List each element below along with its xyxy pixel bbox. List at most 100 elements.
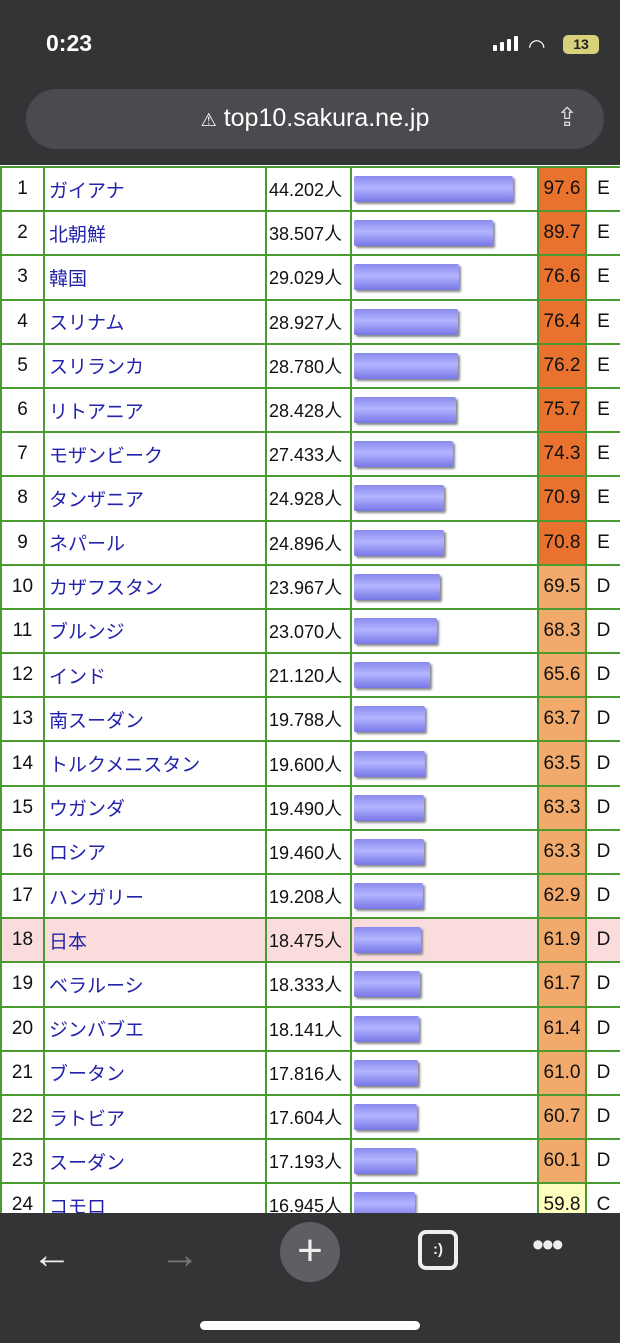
country-link[interactable]: ラトビア [49, 1108, 126, 1130]
grade: D [585, 1093, 620, 1141]
rank: 18 [0, 917, 45, 964]
table-row: 23 スーダン 17.193人 60.1 D [0, 1138, 620, 1185]
rank: 2 [0, 210, 45, 257]
table-row: 20 ジンバブエ 18.141人 61.4 D [0, 1005, 620, 1052]
grade: D [585, 740, 620, 787]
rank: 3 [0, 254, 45, 301]
grade: C [585, 1182, 620, 1213]
rank: 8 [0, 475, 45, 522]
country-link[interactable]: ハンガリー [49, 887, 145, 909]
value-bar [354, 927, 421, 954]
value: 27.433 [269, 445, 325, 466]
value-cell: 18.141人 [265, 1005, 352, 1052]
bar-cell [350, 519, 539, 566]
value-bar [354, 573, 441, 600]
rank: 17 [0, 872, 45, 920]
value-cell: 24.928人 [265, 475, 352, 522]
new-tab-button[interactable]: + [280, 1222, 340, 1282]
table-row: 1 ガイアナ 44.202人 97.6 E [0, 165, 620, 213]
score: 60.7 [537, 1093, 587, 1141]
country-link[interactable]: 韓国 [49, 268, 88, 290]
unit: 人 [324, 1063, 343, 1084]
country-link[interactable]: ウガンダ [49, 799, 126, 821]
bar-cell [350, 872, 539, 920]
table-row: 5 スリランカ 28.780人 76.2 E [0, 342, 620, 389]
country-link[interactable]: ガイアナ [49, 180, 125, 202]
status-bar: 0:23 ◠ 13 [0, 0, 620, 80]
unit: 人 [324, 312, 343, 333]
country-link[interactable]: 南スーダン [49, 710, 145, 732]
country-link[interactable]: コモロ [49, 1196, 107, 1213]
rank: 14 [0, 740, 45, 787]
bar-cell [350, 696, 539, 743]
tabs-button[interactable]: :) [418, 1230, 458, 1270]
grade: D [585, 1049, 620, 1096]
rank: 12 [0, 652, 45, 699]
rank: 13 [0, 696, 45, 743]
country-link[interactable]: ネパール [49, 534, 126, 556]
country-link[interactable]: 北朝鮮 [49, 224, 107, 246]
country-link[interactable]: ジンバブエ [49, 1020, 145, 1042]
grade: E [585, 342, 620, 389]
bar-cell [350, 563, 539, 610]
country-link[interactable]: カザフスタン [49, 578, 164, 600]
value: 28.927 [269, 312, 325, 333]
country-link[interactable]: スリランカ [49, 357, 145, 379]
grade: E [585, 210, 620, 257]
more-icon[interactable]: ••• [532, 1226, 564, 1264]
country-link[interactable]: タンザニア [49, 489, 145, 511]
country-link[interactable]: スリナム [49, 313, 125, 335]
country-link[interactable]: トルクメニスタン [49, 755, 201, 777]
grade: E [585, 475, 620, 522]
battery-icon: 13 [563, 35, 599, 54]
score: 65.6 [537, 652, 587, 699]
bar-cell [350, 254, 539, 301]
country-link[interactable]: ベラルーシ [49, 975, 144, 997]
score: 63.7 [537, 696, 587, 743]
bar-cell [350, 740, 539, 787]
value: 24.928 [269, 489, 325, 510]
value-cell: 23.967人 [265, 563, 352, 610]
value-bar [354, 1015, 420, 1042]
share-icon[interactable]: ⇪ [556, 102, 578, 132]
value: 29.029 [269, 268, 325, 289]
rank: 20 [0, 1005, 45, 1052]
country-link[interactable]: インド [49, 666, 107, 688]
value-bar [354, 264, 459, 291]
table-row: 22 ラトビア 17.604人 60.7 D [0, 1093, 620, 1141]
unit: 人 [324, 1152, 343, 1173]
value: 17.604 [269, 1108, 325, 1129]
unit: 人 [324, 621, 343, 642]
country-link[interactable]: 日本 [49, 931, 88, 953]
value-bar [354, 176, 514, 203]
score: 59.8 [537, 1182, 587, 1213]
score: 63.5 [537, 740, 587, 787]
address-bar[interactable]: ⚠ top10.sakura.ne.jp ⇪ [26, 89, 604, 149]
value-bar [354, 220, 493, 247]
rank: 4 [0, 298, 45, 345]
value-bar [354, 1192, 416, 1213]
value-cell: 19.600人 [265, 740, 352, 787]
bar-cell [350, 475, 539, 522]
value: 44.202 [269, 180, 325, 201]
score: 70.9 [537, 475, 587, 522]
country-link[interactable]: スーダン [49, 1152, 126, 1174]
value-cell: 44.202人 [265, 165, 352, 213]
forward-icon[interactable]: → [160, 1233, 200, 1277]
back-icon[interactable]: ← [32, 1233, 72, 1277]
country-link[interactable]: ブルンジ [49, 622, 125, 644]
unit: 人 [324, 1019, 343, 1040]
grade: E [585, 431, 620, 478]
score: 74.3 [537, 431, 587, 478]
unit: 人 [324, 887, 343, 908]
bar-cell [350, 652, 539, 699]
value-cell: 27.433人 [265, 431, 352, 478]
unit: 人 [324, 975, 343, 996]
country-link[interactable]: モザンビーク [49, 445, 164, 467]
country-link[interactable]: ブータン [49, 1064, 126, 1086]
country-link[interactable]: ロシア [49, 843, 107, 865]
country-link[interactable]: リトアニア [49, 401, 144, 423]
value-bar [354, 529, 444, 556]
clock: 0:23 [46, 30, 93, 56]
rank: 1 [0, 165, 45, 213]
